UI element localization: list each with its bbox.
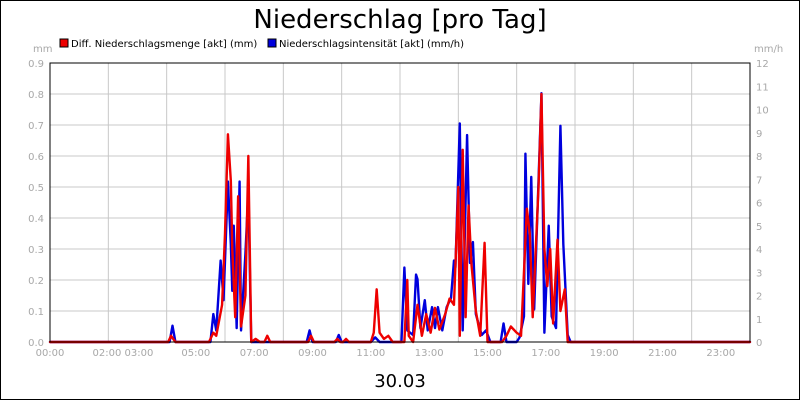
left-tick-label: 0.3 bbox=[28, 245, 44, 256]
chart-title: Niederschlag [pro Tag] bbox=[253, 5, 546, 35]
left-tick-label: 0.8 bbox=[28, 90, 44, 101]
right-tick-label: 5 bbox=[756, 222, 762, 233]
x-tick-label: 17:00 bbox=[531, 348, 560, 359]
legend-label-intensitaet: Niederschlagsintensität [akt] (mm/h) bbox=[279, 39, 464, 50]
left-tick-label: 0.7 bbox=[28, 121, 44, 132]
left-axis-ticks: 0.0 0.1 0.2 0.3 0.4 0.5 0.6 0.7 0.8 0.9 bbox=[28, 59, 44, 349]
left-axis-unit: mm bbox=[33, 44, 52, 55]
x-tick-label: 19:00 bbox=[590, 348, 619, 359]
grid bbox=[50, 62, 750, 343]
x-tick-label: 23:00 bbox=[706, 348, 735, 359]
right-tick-label: 12 bbox=[756, 59, 769, 70]
x-tick-label: 00:00 bbox=[36, 348, 65, 359]
left-tick-label: 0.9 bbox=[28, 59, 44, 70]
right-tick-label: 1 bbox=[756, 315, 762, 326]
right-axis-unit: mm/h bbox=[754, 44, 783, 55]
right-tick-label: 7 bbox=[756, 175, 762, 186]
legend: Diff. Niederschlagsmenge [akt] (mm) Nied… bbox=[59, 38, 464, 50]
left-tick-label: 0.4 bbox=[28, 214, 44, 225]
legend-swatch-intensitaet bbox=[267, 38, 277, 48]
right-tick-label: 6 bbox=[756, 199, 762, 210]
right-tick-label: 10 bbox=[756, 106, 769, 117]
left-tick-label: 0.1 bbox=[28, 307, 44, 318]
x-tick-label: 02:00 03:00 bbox=[93, 348, 154, 359]
right-tick-label: 4 bbox=[756, 245, 762, 256]
left-tick-label: 0.2 bbox=[28, 276, 44, 287]
right-tick-label: 2 bbox=[756, 292, 762, 303]
x-axis-ticks: 00:00 02:00 03:00 05:00 07:00 09:00 11:00 13:0… bbox=[36, 348, 736, 359]
x-axis-label: 30.03 bbox=[374, 371, 426, 392]
x-tick-label: 09:00 bbox=[298, 348, 327, 359]
x-tick-label: 13:00 bbox=[415, 348, 444, 359]
right-tick-label: 8 bbox=[756, 152, 762, 163]
series-layer bbox=[48, 92, 752, 344]
left-tick-label: 0.5 bbox=[28, 183, 44, 194]
series-line-menge bbox=[48, 92, 752, 344]
right-tick-label: 0 bbox=[756, 338, 762, 349]
right-tick-label: 3 bbox=[756, 268, 762, 279]
x-tick-label: 11:00 bbox=[356, 348, 385, 359]
right-tick-label: 9 bbox=[756, 129, 762, 140]
x-tick-label: 15:00 bbox=[473, 348, 502, 359]
left-tick-label: 0.6 bbox=[28, 152, 44, 163]
right-tick-label: 11 bbox=[756, 82, 769, 93]
legend-label-menge: Diff. Niederschlagsmenge [akt] (mm) bbox=[71, 39, 257, 50]
plot-area bbox=[49, 62, 751, 343]
x-tick-label: 07:00 bbox=[240, 348, 269, 359]
x-tick-label: 05:00 bbox=[181, 348, 210, 359]
x-tick-label: 21:00 bbox=[648, 348, 677, 359]
legend-swatch-menge bbox=[59, 38, 69, 48]
left-tick-label: 0.0 bbox=[28, 338, 44, 349]
